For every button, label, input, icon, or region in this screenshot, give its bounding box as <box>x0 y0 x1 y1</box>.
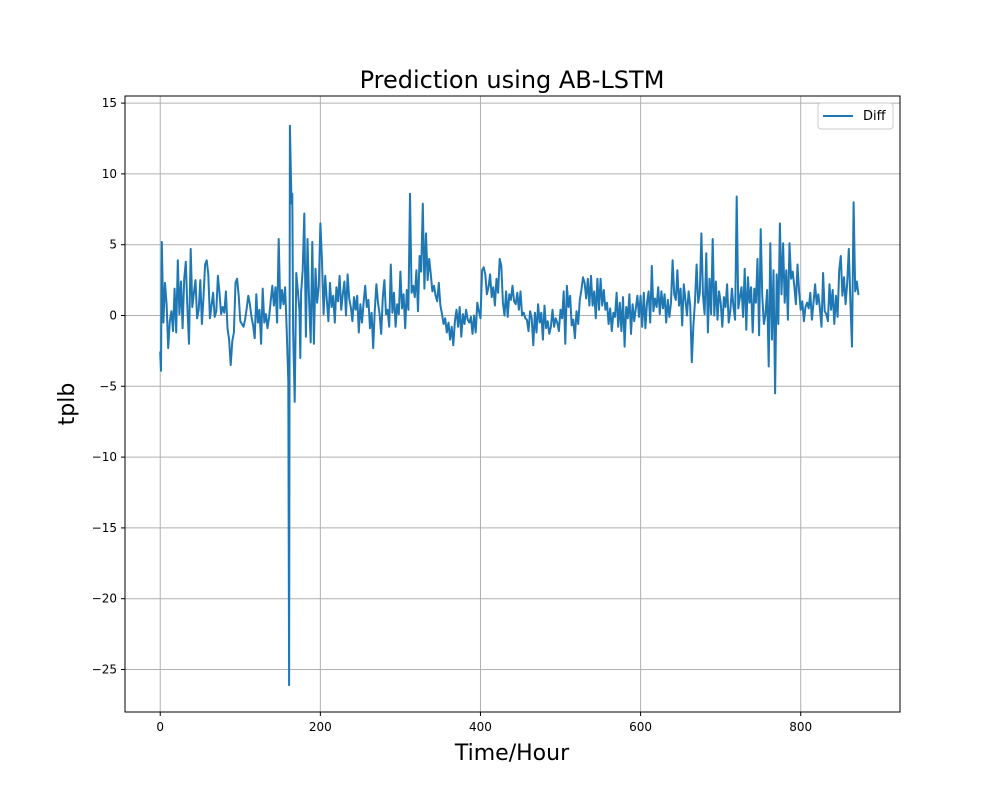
y-tick-label: 0 <box>109 308 117 322</box>
y-tick-label: −10 <box>92 450 117 464</box>
x-axis: 0 200 400 600 800 <box>156 712 812 734</box>
y-tick-label: 15 <box>102 96 117 110</box>
y-axis: −25 −20 −15 −10 −5 0 5 10 15 <box>92 96 125 677</box>
y-axis-label: tplb <box>55 383 80 426</box>
series-line-diff <box>159 124 860 687</box>
x-tick-label: 800 <box>789 720 812 734</box>
y-tick-label: 5 <box>109 238 117 252</box>
x-tick-label: 400 <box>469 720 492 734</box>
y-tick-label: 10 <box>102 167 117 181</box>
plot-frame <box>124 95 901 713</box>
legend-box <box>817 102 894 130</box>
x-axis-label: Time/Hour <box>454 741 570 766</box>
y-tick-label: −25 <box>92 663 117 677</box>
y-tick-label: −15 <box>92 521 117 535</box>
y-tick-label: −5 <box>99 379 117 393</box>
y-tick-label: −20 <box>92 592 117 606</box>
series-layer <box>159 124 860 687</box>
x-tick-label: 0 <box>156 720 164 734</box>
x-tick-label: 200 <box>309 720 332 734</box>
chart-title: Prediction using AB-LSTM <box>360 66 665 94</box>
legend: Diff <box>817 102 894 130</box>
legend-label-diff: Diff <box>863 109 887 124</box>
x-tick-label: 600 <box>629 720 652 734</box>
